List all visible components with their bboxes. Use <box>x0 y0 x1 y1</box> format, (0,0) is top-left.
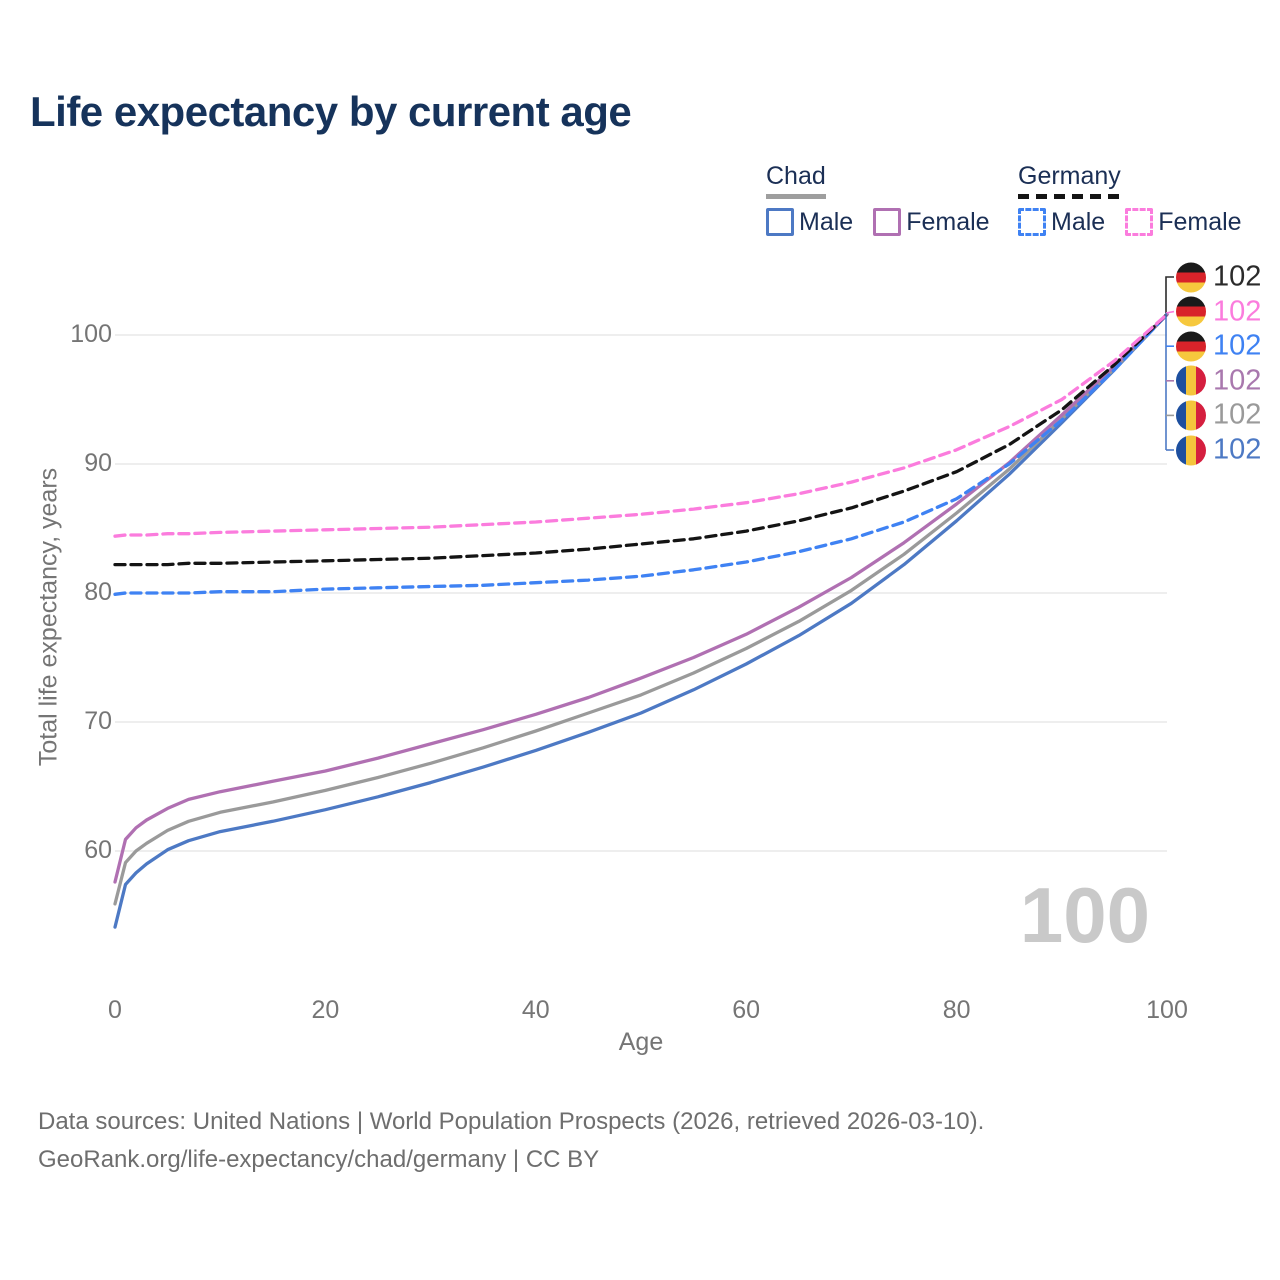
chad-male-swatch-icon <box>766 208 794 236</box>
germany-flag-icon <box>1176 262 1206 292</box>
chad-line-style-sample <box>766 194 826 199</box>
x-tick-label: 0 <box>108 996 122 1024</box>
germany-line-style-sample <box>1018 194 1121 199</box>
line-germany-male[interactable] <box>113 312 1169 596</box>
y-tick-label: 100 <box>70 320 112 348</box>
y-tick-label: 90 <box>84 449 112 477</box>
data-sources-note: Data sources: United Nations | World Pop… <box>38 1108 985 1135</box>
germany-female-swatch-icon <box>1125 208 1154 236</box>
x-tick-label: 60 <box>732 996 761 1024</box>
legend-label: Male <box>799 207 854 236</box>
legend-country-chad[interactable]: Chad <box>766 162 826 190</box>
x-axis-title: Age <box>618 1028 664 1056</box>
line-chad-both-sexes[interactable] <box>113 312 1169 906</box>
line-chad-male[interactable] <box>113 312 1169 929</box>
legend-toggle-germany-female[interactable]: Female <box>1125 207 1242 237</box>
y-tick-label: 60 <box>84 836 112 864</box>
end-label-value: 102 <box>1213 433 1262 466</box>
y-tick-label: 70 <box>84 707 112 735</box>
end-label-value: 102 <box>1213 364 1262 397</box>
legend-group-chad: Chad Male Female <box>766 162 1010 237</box>
germany-flag-icon <box>1176 296 1206 327</box>
germany-male-swatch-icon <box>1018 208 1046 236</box>
y-axis-title: Total life expectancy, years <box>34 467 63 767</box>
chad-female-swatch-icon <box>873 208 902 236</box>
end-label-value: 102 <box>1213 295 1262 328</box>
line-chad-female[interactable] <box>113 312 1169 884</box>
germany-flag-icon <box>1176 331 1206 362</box>
line-germany-both-sexes[interactable] <box>113 312 1169 567</box>
end-label-chad-male: 102 <box>1176 434 1261 467</box>
end-label-germany-female: 102 <box>1176 295 1261 328</box>
legend-label: Female <box>1158 207 1242 236</box>
chad-flag-icon <box>1176 365 1206 396</box>
legend-country-germany[interactable]: Germany <box>1018 162 1121 190</box>
y-tick-label: 80 <box>84 578 112 606</box>
end-label-chad-female: 102 <box>1176 364 1261 397</box>
legend-toggle-chad-female[interactable]: Female <box>873 207 990 237</box>
legend-label: Female <box>906 207 990 236</box>
legend-group-germany: Germany Male Female <box>1018 162 1262 237</box>
end-label-germany-both-sexes: 102 <box>1176 261 1261 294</box>
x-tick-label: 80 <box>942 996 971 1024</box>
legend-toggle-germany-male[interactable]: Male <box>1018 208 1105 237</box>
page-title: Life expectancy by current age <box>30 88 632 135</box>
legend-label: Male <box>1051 207 1106 236</box>
end-label-value: 102 <box>1213 329 1262 362</box>
connector-line <box>1165 310 1175 314</box>
chad-flag-icon <box>1176 435 1206 465</box>
x-tick-label: 40 <box>521 996 550 1024</box>
x-tick-label: 20 <box>311 996 340 1024</box>
source-url-note: GeoRank.org/life-expectancy/chad/germany… <box>38 1146 600 1173</box>
chad-flag-icon <box>1176 400 1206 431</box>
end-label-chad-both-sexes: 102 <box>1176 399 1261 432</box>
current-age-watermark: 100 <box>1019 871 1150 959</box>
connector-line <box>1165 276 1174 313</box>
end-label-germany-male: 102 <box>1176 330 1261 363</box>
legend-toggle-chad-male[interactable]: Male <box>766 208 853 237</box>
end-label-value: 102 <box>1213 398 1262 431</box>
line-germany-female[interactable] <box>113 312 1169 538</box>
end-label-value: 102 <box>1213 260 1262 293</box>
x-tick-label: 100 <box>1146 996 1188 1024</box>
